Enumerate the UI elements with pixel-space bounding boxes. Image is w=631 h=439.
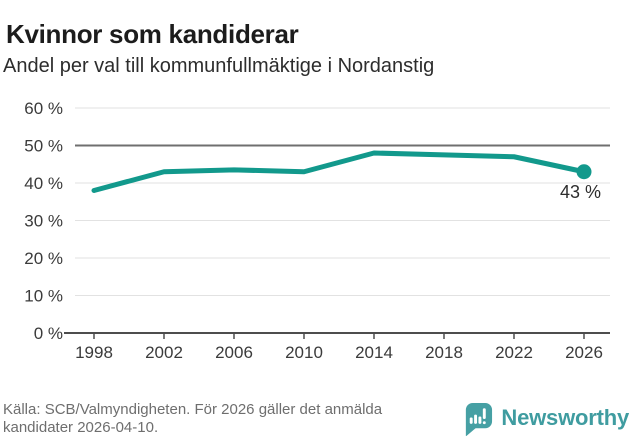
x-tick-label: 2014 bbox=[355, 343, 393, 362]
line-chart: 0 % 10 % 20 % 30 % 40 % 50 % 60 % 1998 2002 2006 2… bbox=[24, 99, 610, 362]
series-line bbox=[91, 150, 587, 193]
y-tick-label: 60 % bbox=[24, 99, 63, 118]
y-tick-label: 20 % bbox=[24, 249, 63, 268]
source-note-line2: kandidater 2026-04-10. bbox=[3, 419, 159, 436]
source-note-line1: Källa: SCB/Valmyndigheten. För 2026 gäll… bbox=[3, 401, 383, 418]
source-note: Källa: SCB/Valmyndigheten. För 2026 gäll… bbox=[3, 401, 382, 437]
brand-name: Newsworthy bbox=[501, 405, 629, 430]
x-tick-label: 2026 bbox=[565, 343, 603, 362]
page-title: Kvinnor som kandiderar bbox=[6, 19, 299, 50]
x-tick-label: 2018 bbox=[425, 343, 463, 362]
x-tick-label: 2010 bbox=[285, 343, 323, 362]
x-tick-label: 2006 bbox=[215, 343, 253, 362]
last-point-marker bbox=[576, 164, 592, 180]
y-tick-label: 0 % bbox=[34, 324, 63, 343]
y-tick-label: 50 % bbox=[24, 137, 63, 156]
x-tick-label: 2002 bbox=[145, 343, 183, 362]
y-tick-label: 40 % bbox=[24, 174, 63, 193]
chart-subtitle: Andel per val till kommunfullmäktige i N… bbox=[3, 55, 435, 77]
newsworthy-logo-icon bbox=[466, 402, 493, 436]
x-tick-label: 2022 bbox=[495, 343, 533, 362]
last-point-label: 43 % bbox=[560, 182, 601, 202]
y-tick-label: 10 % bbox=[24, 287, 63, 306]
newsworthy-brand: Newsworthy bbox=[461, 400, 629, 436]
x-tick-label: 1998 bbox=[75, 343, 113, 362]
y-tick-label: 30 % bbox=[24, 212, 63, 231]
